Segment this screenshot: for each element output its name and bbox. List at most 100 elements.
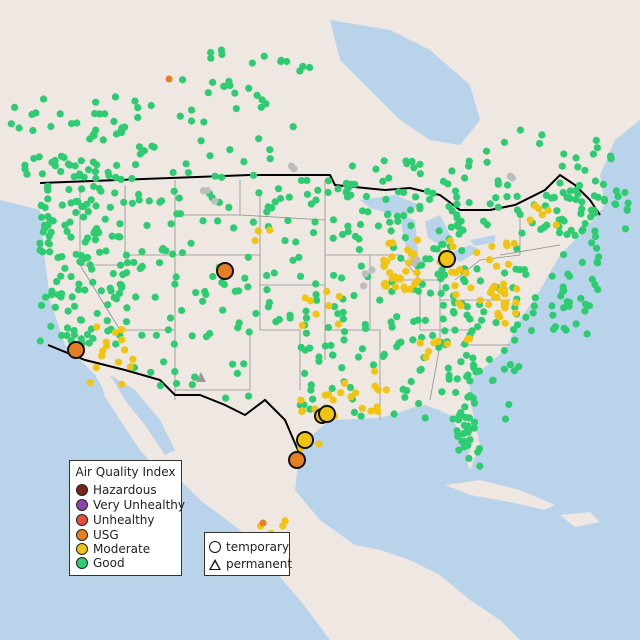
monitor-site[interactable] <box>184 169 192 177</box>
monitor-site[interactable] <box>131 161 140 169</box>
monitor-site[interactable] <box>172 379 181 388</box>
monitor-site[interactable] <box>274 185 283 193</box>
monitor-site[interactable] <box>465 157 473 165</box>
monitor-site[interactable] <box>435 227 443 235</box>
monitor-site[interactable] <box>494 203 502 211</box>
monitor-site[interactable] <box>298 321 306 330</box>
monitor-site[interactable] <box>88 265 96 273</box>
monitor-site[interactable] <box>241 274 249 282</box>
monitor-site[interactable] <box>581 220 589 228</box>
monitor-site[interactable] <box>501 415 510 423</box>
monitor-site[interactable] <box>464 428 472 436</box>
monitor-site[interactable] <box>178 76 187 84</box>
monitor-site[interactable] <box>138 248 146 256</box>
monitor-site[interactable] <box>29 126 37 135</box>
monitor-site[interactable] <box>271 198 279 206</box>
monitor-site[interactable] <box>321 342 329 350</box>
monitor-site[interactable] <box>464 371 472 379</box>
monitor-site[interactable] <box>249 218 257 226</box>
monitor-site[interactable] <box>593 144 602 152</box>
monitor-site[interactable] <box>352 389 360 397</box>
monitor-site[interactable] <box>560 251 568 259</box>
monitor-site[interactable] <box>199 187 207 195</box>
monitor-site[interactable] <box>266 146 274 154</box>
monitor-site[interactable] <box>178 306 186 315</box>
monitor-site[interactable] <box>578 198 586 206</box>
monitor-site[interactable] <box>199 297 207 305</box>
monitor-site[interactable] <box>111 93 119 101</box>
monitor-site[interactable] <box>207 48 215 57</box>
monitor-site[interactable] <box>85 166 93 174</box>
monitor-site[interactable] <box>451 187 460 195</box>
monitor-site[interactable] <box>77 252 85 260</box>
monitor-site[interactable] <box>500 346 508 355</box>
monitor-site[interactable] <box>58 253 66 261</box>
monitor-site[interactable] <box>249 171 258 179</box>
monitor-site[interactable] <box>434 337 442 345</box>
monitor-site[interactable] <box>57 167 65 176</box>
monitor-site[interactable] <box>575 181 584 189</box>
monitor-site[interactable] <box>11 103 19 111</box>
monitor-site[interactable] <box>63 331 71 340</box>
monitor-site[interactable] <box>422 255 430 263</box>
monitor-site[interactable] <box>39 228 47 236</box>
monitor-site[interactable] <box>564 270 572 278</box>
monitor-site[interactable] <box>612 200 620 209</box>
monitor-site[interactable] <box>63 324 72 332</box>
monitor-site[interactable] <box>390 410 398 418</box>
monitor-site[interactable] <box>379 352 387 360</box>
monitor-site[interactable] <box>471 418 479 426</box>
monitor-site[interactable] <box>401 393 409 401</box>
monitor-site[interactable] <box>46 248 54 256</box>
monitor-site[interactable] <box>143 221 151 229</box>
monitor-site[interactable] <box>578 205 586 213</box>
monitor-site[interactable] <box>513 206 522 214</box>
monitor-site[interactable] <box>380 262 388 271</box>
monitor-site[interactable] <box>182 160 190 168</box>
monitor-site[interactable] <box>71 162 79 170</box>
monitor-site[interactable] <box>41 293 50 301</box>
monitor-site[interactable] <box>313 296 321 304</box>
monitor-site[interactable] <box>402 157 410 165</box>
monitor-site[interactable] <box>235 287 243 295</box>
monitor-site[interactable] <box>426 289 434 297</box>
monitor-site[interactable] <box>248 59 256 67</box>
monitor-site[interactable] <box>387 227 395 235</box>
monitor-site[interactable] <box>485 355 493 364</box>
usg-site-colorado[interactable] <box>216 262 234 280</box>
monitor-site[interactable] <box>77 157 85 165</box>
monitor-site[interactable] <box>491 293 499 301</box>
monitor-site[interactable] <box>566 194 574 202</box>
monitor-site[interactable] <box>97 187 105 195</box>
monitor-site[interactable] <box>74 198 82 206</box>
monitor-site[interactable] <box>501 290 509 298</box>
monitor-site[interactable] <box>65 185 73 194</box>
monitor-site[interactable] <box>454 416 463 424</box>
monitor-site[interactable] <box>526 216 534 224</box>
monitor-site[interactable] <box>75 286 83 294</box>
monitor-site[interactable] <box>401 234 409 242</box>
monitor-site[interactable] <box>265 298 273 307</box>
monitor-site[interactable] <box>395 339 403 347</box>
monitor-site[interactable] <box>612 187 621 195</box>
monitor-site[interactable] <box>406 285 414 293</box>
monitor-site[interactable] <box>416 170 424 178</box>
monitor-site[interactable] <box>122 269 131 277</box>
monitor-site[interactable] <box>230 224 238 232</box>
monitor-site[interactable] <box>91 168 99 176</box>
monitor-site[interactable] <box>382 195 390 203</box>
monitor-site[interactable] <box>56 110 64 118</box>
monitor-site[interactable] <box>469 394 477 402</box>
monitor-site[interactable] <box>513 321 522 329</box>
monitor-site[interactable] <box>92 98 100 106</box>
monitor-site[interactable] <box>356 220 365 229</box>
monitor-site[interactable] <box>77 316 85 324</box>
monitor-site[interactable] <box>111 328 120 336</box>
monitor-site[interactable] <box>416 160 424 168</box>
monitor-site[interactable] <box>455 299 463 307</box>
monitor-site[interactable] <box>572 320 580 328</box>
monitor-site[interactable] <box>302 329 310 337</box>
monitor-site[interactable] <box>263 271 271 280</box>
monitor-site[interactable] <box>416 339 424 347</box>
monitor-site[interactable] <box>499 280 507 288</box>
